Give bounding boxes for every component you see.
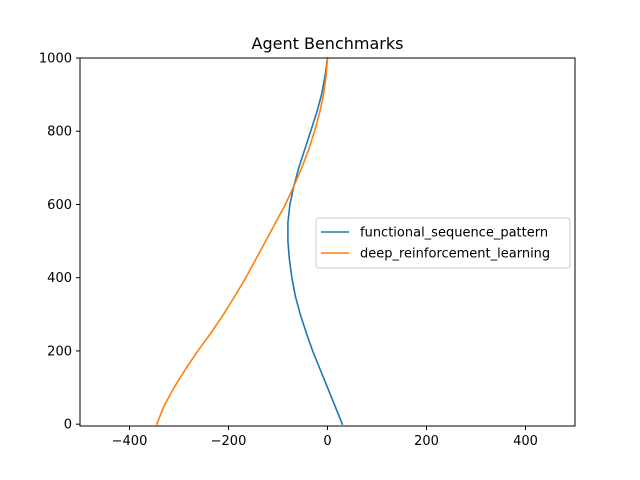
y-tick-label: 1000	[39, 52, 72, 67]
y-tick-label: 200	[47, 344, 72, 359]
series-layer	[155, 57, 344, 425]
series-line-1	[287, 57, 344, 425]
x-tick-label: −400	[112, 434, 148, 449]
legend-label-2: deep_reinforcement_learning	[360, 247, 550, 262]
legend-label-1: functional_sequence_pattern	[360, 226, 548, 241]
axes-layer: −400 −200 0 200 400 0 200 400 600 800 1000	[39, 52, 538, 450]
y-tick-label: 800	[47, 125, 72, 140]
y-tick-label: 0	[64, 418, 72, 433]
legend-box	[315, 217, 571, 269]
y-tick-label: 600	[47, 198, 72, 213]
x-tick-label: 200	[414, 434, 439, 449]
x-tick-label: 0	[323, 434, 331, 449]
x-tick-label: −200	[211, 434, 247, 449]
chart-title: Agent Benchmarks	[252, 34, 404, 53]
series-line-2	[155, 57, 329, 425]
x-tick-label: 400	[513, 434, 538, 449]
legend: functional_sequence_pattern deep_reinforc…	[315, 217, 571, 269]
y-tick-label: 400	[47, 271, 72, 286]
